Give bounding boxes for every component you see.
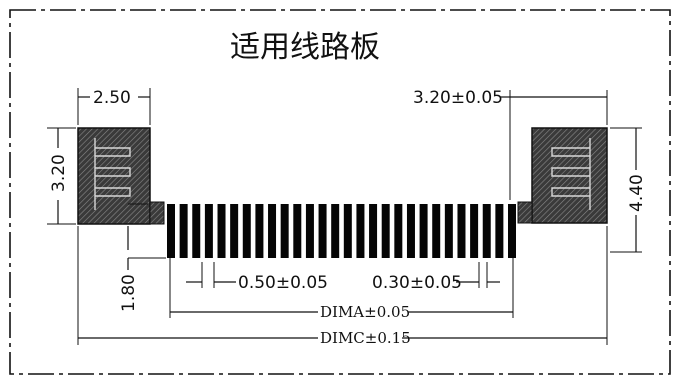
dim-pad-height-right-label: 4.40	[627, 174, 647, 212]
contact-finger	[369, 204, 378, 258]
contact-finger	[419, 204, 428, 258]
dim-c-label: DIMC±0.15	[320, 329, 411, 347]
contact-finger	[457, 204, 466, 258]
dim-pad-height-left-label: 3.20	[49, 154, 69, 192]
dim-c: DIMC±0.15	[77, 226, 608, 347]
contact-fingers	[167, 204, 516, 258]
contact-finger	[192, 204, 201, 258]
dim-finger-width-label: 0.30±0.05	[372, 273, 462, 293]
dim-pad-height-left: 3.20	[47, 127, 76, 225]
contact-finger	[381, 204, 390, 258]
contact-finger	[242, 204, 251, 258]
contact-finger	[331, 204, 340, 258]
dim-a: DIMA±0.05	[169, 258, 514, 321]
drawing-frame	[9, 9, 671, 375]
contact-finger	[318, 204, 327, 258]
left-mounting-pad	[77, 127, 165, 225]
contact-finger	[230, 204, 239, 258]
contact-finger	[356, 204, 365, 258]
contact-finger	[217, 204, 226, 258]
drawing-title: 适用线路板	[230, 30, 380, 65]
contact-finger	[204, 204, 213, 258]
contact-finger	[482, 204, 491, 258]
contact-finger	[255, 204, 264, 258]
dim-right-pad-width: 3.20±0.05	[413, 88, 608, 200]
contact-finger	[406, 204, 415, 258]
contact-finger	[167, 204, 175, 258]
contact-finger	[179, 204, 188, 258]
contact-finger	[394, 204, 403, 258]
dim-finger-length-label: 1.80	[119, 274, 139, 312]
right-mounting-pad	[517, 127, 608, 224]
dim-pad-width: 2.50	[77, 88, 151, 125]
contact-finger	[305, 204, 314, 258]
contact-finger	[268, 204, 277, 258]
contact-finger	[495, 204, 504, 258]
dim-finger-width: 0.30±0.05	[372, 262, 500, 293]
dim-pad-width-label: 2.50	[93, 88, 131, 108]
dim-right-pad-width-label: 3.20±0.05	[413, 88, 503, 108]
contact-finger	[508, 204, 516, 258]
contact-finger	[280, 204, 289, 258]
dim-finger-length: 1.80	[119, 203, 166, 312]
contact-finger	[293, 204, 302, 258]
dim-pad-height-right: 4.40	[610, 127, 647, 253]
contact-finger	[470, 204, 479, 258]
dim-a-label: DIMA±0.05	[320, 303, 410, 321]
contact-finger	[444, 204, 453, 258]
contact-finger	[343, 204, 352, 258]
contact-finger	[432, 204, 441, 258]
dim-pitch-label: 0.50±0.05	[238, 273, 328, 293]
dim-pitch: 0.50±0.05	[186, 262, 328, 293]
